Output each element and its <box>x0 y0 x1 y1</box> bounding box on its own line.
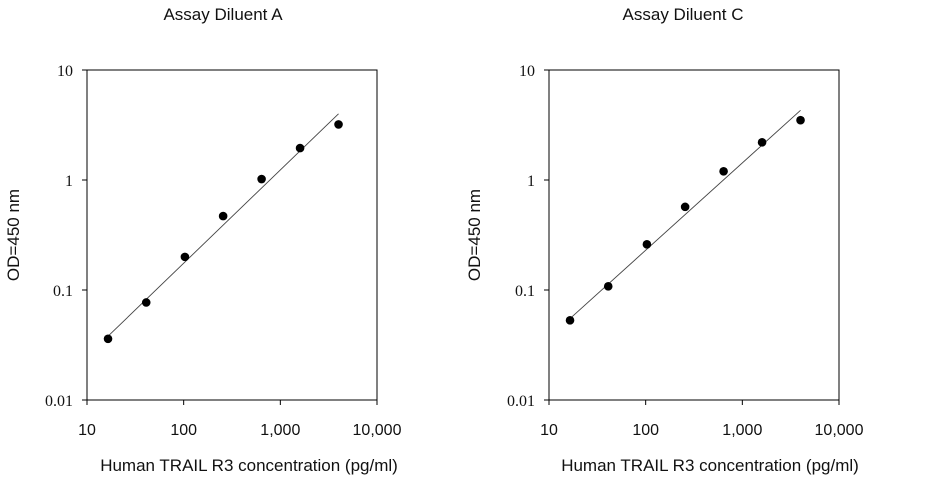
plot-frame <box>548 69 840 401</box>
x-axis-label: Human TRAIL R3 concentration (pg/ml) <box>561 456 859 475</box>
y-tick-label: 10 <box>519 63 535 80</box>
x-tick-label: 100 <box>632 422 659 439</box>
data-point <box>141 298 151 307</box>
y-tick-label: 0.1 <box>515 283 535 300</box>
y-axis-label: OD=450 nm <box>465 189 484 281</box>
y-tick-label: 1 <box>527 173 535 190</box>
data-point <box>180 252 190 262</box>
x-tick-label: 1,000 <box>260 422 300 439</box>
y-tick-label: 10 <box>57 63 73 80</box>
data-point <box>565 316 575 325</box>
x-tick-label: 10,000 <box>353 422 402 439</box>
data-point <box>257 174 266 184</box>
data-point <box>603 282 613 291</box>
data-point <box>796 115 805 125</box>
y-axis-label: OD=450 nm <box>4 189 23 281</box>
y-tick-label: 0.01 <box>507 393 535 410</box>
data-points <box>565 115 805 325</box>
x-tick-label: 10 <box>540 422 558 439</box>
axis-ticks: 10 100 1,000 10,000 10 1 0.1 0.01 <box>45 63 402 439</box>
data-point <box>334 120 343 129</box>
axis-ticks: 10 100 1,000 10,000 10 1 0.1 0.01 <box>507 63 864 439</box>
data-point <box>218 211 228 221</box>
x-tick-label: 1,000 <box>722 422 762 439</box>
chart-title: Assay Diluent A <box>163 5 283 24</box>
plot-frame <box>86 69 378 401</box>
data-point <box>103 334 113 344</box>
y-tick-label: 0.01 <box>45 393 73 410</box>
data-points <box>103 120 343 344</box>
chart-panel-assay-diluent-a: Assay Diluent A OD=450 nm Human TRAIL R3… <box>4 5 402 475</box>
x-tick-label: 10,000 <box>815 422 864 439</box>
data-point <box>719 166 728 176</box>
chart-panel-assay-diluent-c: Assay Diluent C OD=450 nm Human TRAIL R3… <box>465 5 864 475</box>
x-tick-label: 10 <box>78 422 96 439</box>
x-axis-label: Human TRAIL R3 concentration (pg/ml) <box>100 456 398 475</box>
data-point <box>680 202 690 212</box>
chart-title: Assay Diluent C <box>623 5 744 24</box>
y-tick-label: 0.1 <box>53 283 73 300</box>
x-tick-label: 100 <box>170 422 197 439</box>
data-point <box>295 143 305 153</box>
y-tick-label: 1 <box>65 173 73 190</box>
data-point <box>757 138 767 147</box>
data-point <box>642 240 652 249</box>
